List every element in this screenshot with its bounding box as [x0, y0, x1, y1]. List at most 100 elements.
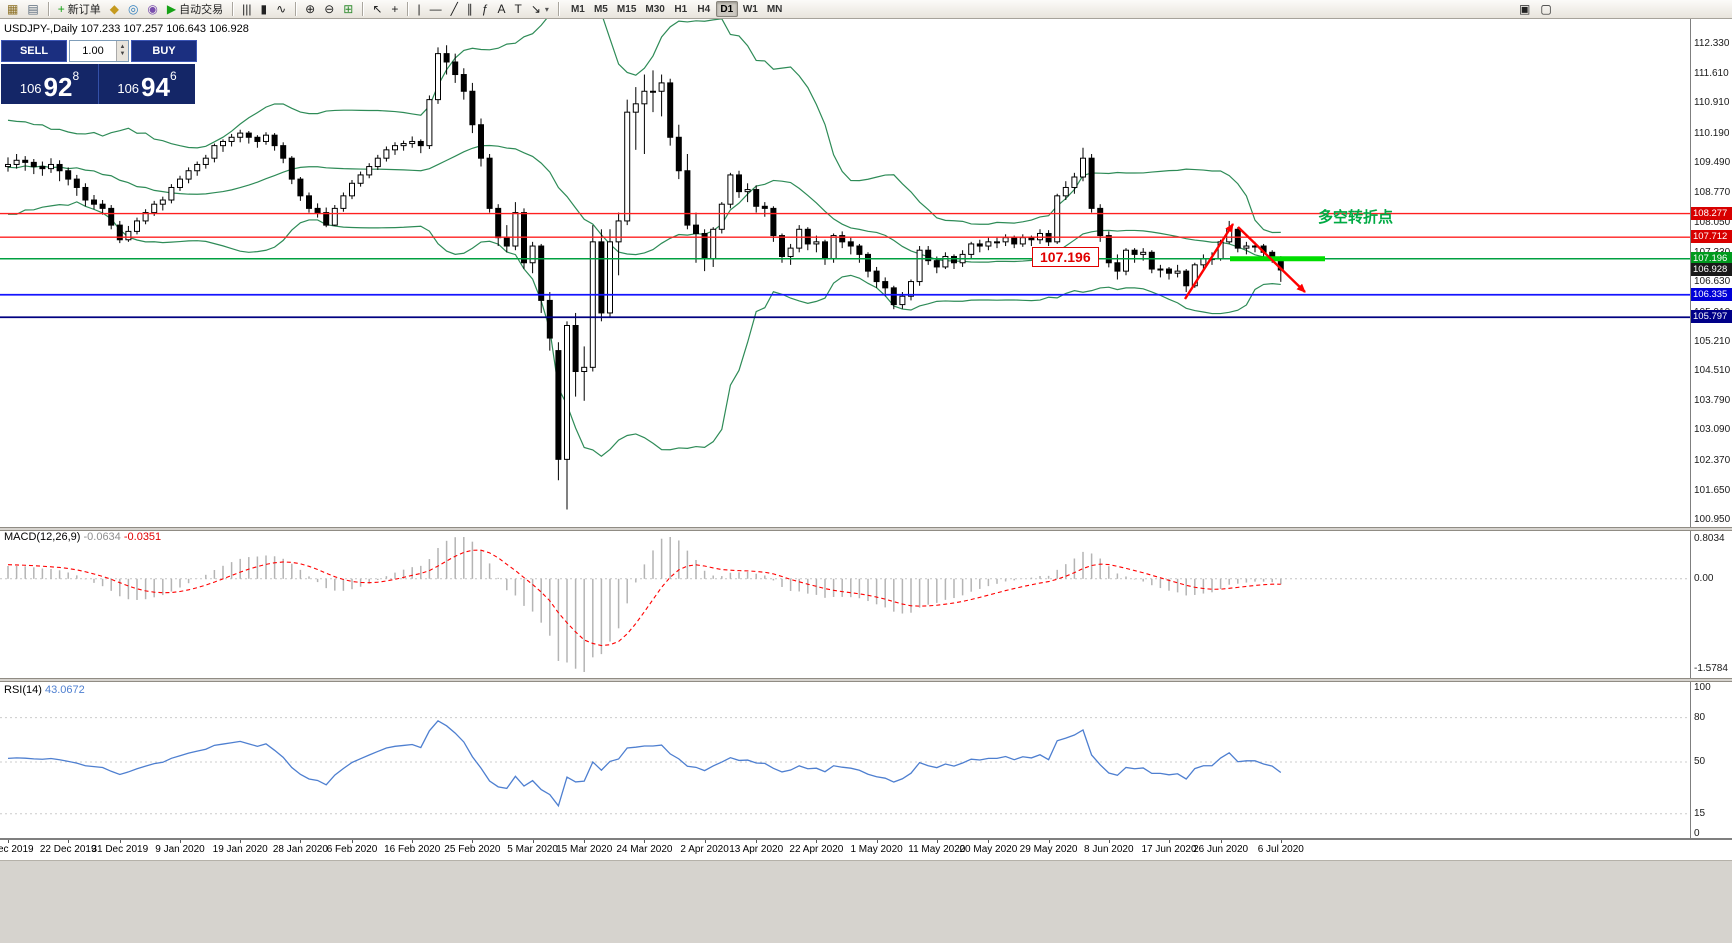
market-watch-button[interactable]: ◆	[106, 1, 123, 18]
sell-price-button[interactable]: 106 92 8	[1, 64, 98, 104]
toolbar-left-group: ▦ ▤ + 新订单 ◆ ◎ ◉ ▶ 自动交易 ||| ▮ ∿ ⊕ ⊖ ⊞ ↖ + | — ╱ ∥ ƒ A T ↘ ▾	[3, 1, 563, 18]
macd-panel-splitter[interactable]	[0, 527, 1732, 531]
channel-button[interactable]: ∥	[463, 1, 477, 18]
time-axis-label: 8 Jun 2020	[1084, 844, 1134, 855]
buy-button[interactable]: BUY	[131, 40, 197, 62]
auto-trading-button-icon: ▶	[166, 1, 177, 16]
new-chart-button[interactable]: ▦	[3, 1, 22, 18]
vertical-line-button[interactable]: |	[413, 1, 424, 18]
time-axis-tick	[8, 840, 9, 843]
text-button[interactable]: A	[493, 1, 509, 18]
time-axis-label: 16 Feb 2020	[384, 844, 441, 855]
data-window-button-icon: ◎	[127, 1, 139, 16]
new-order-button-label: 新订单	[67, 4, 101, 16]
bar-chart-button-icon: |||	[242, 1, 252, 16]
zoom-in-button-icon: ⊕	[305, 1, 316, 16]
bar-chart-button[interactable]: |||	[238, 1, 255, 18]
timeframe-mn[interactable]: MN	[766, 3, 783, 15]
time-axis-tick	[472, 840, 474, 843]
time-axis-tick	[352, 840, 353, 843]
tile-windows-button[interactable]: ⊞	[339, 1, 357, 18]
chart-plot-area[interactable]	[0, 19, 1690, 860]
sell-price-point: 8	[72, 69, 80, 83]
timeframe-h4[interactable]: H4	[697, 3, 711, 15]
strategy-tester-button[interactable]: ◉	[143, 1, 161, 18]
timeframe-m15[interactable]: M15	[616, 3, 637, 15]
time-axis-tick	[412, 840, 414, 843]
new-order-button[interactable]: + 新订单	[54, 1, 105, 18]
buy-price-point: 6	[169, 69, 177, 83]
time-axis-tick	[644, 840, 646, 843]
data-window-button[interactable]: ◎	[124, 1, 142, 18]
time-axis-label: 5 Mar 2020	[507, 844, 558, 855]
profiles-button[interactable]: ▤	[23, 1, 42, 18]
new-chart-button-icon: ▦	[7, 1, 19, 16]
cursor-button[interactable]: ↖	[368, 1, 386, 18]
candlestick-chart-button[interactable]: ▮	[257, 1, 272, 18]
line-chart-button[interactable]: ∿	[272, 1, 290, 18]
trendline-button[interactable]: ╱	[447, 1, 462, 18]
fibonacci-button[interactable]: ƒ	[478, 1, 493, 18]
line-chart-button-icon: ∿	[276, 1, 287, 16]
arrow-tools-button[interactable]: ↘ ▾	[527, 1, 553, 18]
text-label-button-icon: T	[514, 1, 522, 16]
lot-increase-icon[interactable]: ▲	[119, 44, 126, 50]
toolbar-separator	[362, 2, 364, 16]
lot-value[interactable]: 1.00	[82, 45, 104, 57]
chevron-down-icon: ▾	[544, 4, 549, 14]
timeframe-w1[interactable]: W1	[742, 3, 758, 15]
time-axis-label: 1 May 2020	[850, 844, 903, 855]
zoom-out-button-icon: ⊖	[324, 1, 335, 16]
rsi-panel-splitter[interactable]	[0, 678, 1732, 682]
dock-window-button[interactable]: ▢	[1536, 1, 1555, 18]
timeframe-d1[interactable]: D1	[715, 1, 738, 17]
buy-price-big-figure: 106	[117, 81, 140, 96]
toolbar-separator	[232, 2, 234, 16]
time-axis-label: 26 Jun 2020	[1193, 844, 1249, 855]
time-axis-tick	[988, 840, 990, 843]
text-label-button[interactable]: T	[511, 1, 526, 18]
zoom-in-button[interactable]: ⊕	[301, 1, 319, 18]
timeframe-m1[interactable]: M1	[570, 3, 585, 15]
crosshair-button-icon: +	[391, 1, 399, 16]
zoom-out-button[interactable]: ⊖	[320, 1, 338, 18]
lot-decrease-icon[interactable]: ▼	[119, 51, 126, 57]
time-axis-tick	[1169, 840, 1170, 843]
lot-size-field[interactable]: 1.00 ▲ ▼	[69, 40, 129, 62]
buy-price-button[interactable]: 106 94 6	[98, 64, 195, 104]
horizontal-line-button[interactable]: —	[426, 1, 446, 18]
toolbar-right-group: ▣ ▢	[1515, 1, 1556, 18]
time-axis-tick	[240, 840, 242, 843]
timeframe-h1[interactable]: H1	[674, 3, 688, 15]
time-axis-label: 2 Dec 2019	[0, 844, 34, 855]
auto-trading-button[interactable]: ▶ 自动交易	[163, 1, 227, 18]
time-axis-label: 9 Jan 2020	[155, 844, 205, 855]
horizontal-line-button-icon: —	[429, 1, 442, 16]
chart-window-button[interactable]: ▣	[1515, 1, 1534, 18]
time-axis-label: 17 Jun 2020	[1141, 844, 1197, 855]
arrow-tools-button-icon: ↘	[530, 1, 541, 16]
one-click-trading-panel: SELL 1.00 ▲ ▼ BUY 106 92 8 106 94 6	[1, 40, 197, 104]
timeframe-m5[interactable]: M5	[593, 3, 608, 15]
price-annotation-box[interactable]: 107.196	[1032, 247, 1099, 267]
toolbar-separator	[47, 2, 49, 16]
time-axis-label: 6 Jul 2020	[1257, 844, 1304, 855]
dock-window-button-icon: ▢	[1540, 2, 1552, 16]
time-axis-tick	[1220, 840, 1222, 843]
time-axis-label: 22 Dec 2019	[39, 844, 97, 855]
timeframe-m30[interactable]: M30	[645, 3, 665, 15]
time-axis-label: 24 Mar 2020	[616, 844, 673, 855]
lot-spinner[interactable]: ▲ ▼	[116, 41, 128, 61]
time-axis-tick	[876, 840, 878, 843]
time-axis-tick	[704, 840, 706, 843]
turning-point-label[interactable]: 多空转折点	[1318, 209, 1394, 226]
cursor-button-icon: ↖	[372, 1, 383, 16]
channel-button-icon: ∥	[466, 1, 473, 16]
chart-window-button-icon: ▣	[1519, 2, 1531, 16]
time-axis-tick	[1280, 840, 1282, 843]
buy-price-pips: 94	[141, 72, 170, 102]
crosshair-button[interactable]: +	[387, 1, 402, 18]
sell-button[interactable]: SELL	[1, 40, 67, 62]
